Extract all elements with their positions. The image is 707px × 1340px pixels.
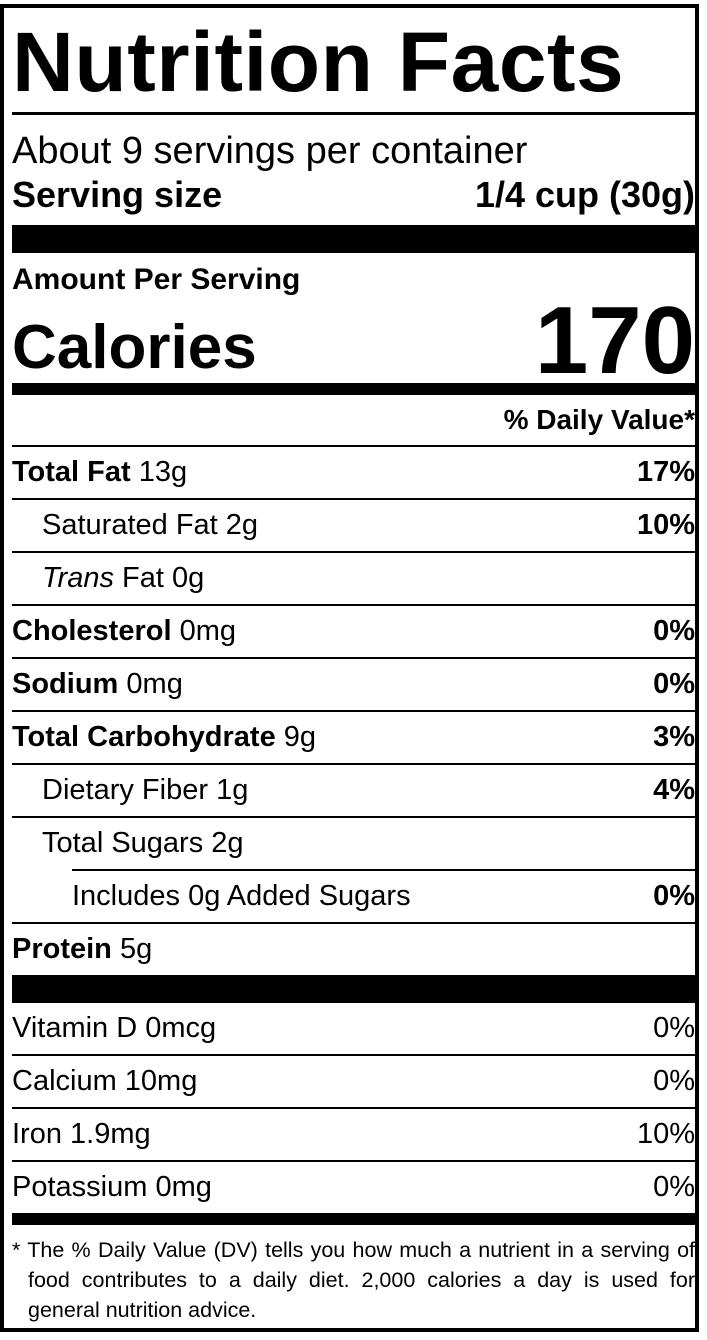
nutrient-amount: 2g xyxy=(211,827,244,859)
divider xyxy=(12,922,695,924)
nutrient-amount: 1g xyxy=(216,774,249,806)
nutrient-amount: 5g xyxy=(119,933,153,965)
mineral-row-potassium: Potassium 0mg 0% xyxy=(12,1162,695,1213)
servings-per-container: About 9 servings per container xyxy=(12,130,528,172)
nutrient-row-sodium: Sodium 0mg 0% xyxy=(12,659,695,710)
nutrient-dv: 10% xyxy=(636,509,695,541)
nutrient-dv: 0% xyxy=(653,668,695,700)
divider xyxy=(12,1160,695,1162)
nutrient-dv: 3% xyxy=(653,721,695,753)
nutrient-row-added-sugars: Includes 0g Added Sugars 0% xyxy=(12,871,695,922)
mineral-name: Vitamin D 0mcg xyxy=(12,1012,217,1044)
calories-row: Calories 170 xyxy=(12,289,695,389)
divider xyxy=(12,498,695,500)
medium-divider xyxy=(12,383,695,395)
divider xyxy=(12,1107,695,1109)
nutrient-name: Total Sugars xyxy=(42,827,204,859)
footnote: * The % Daily Value (DV) tells you how m… xyxy=(12,1238,695,1322)
nutrient-name: Sodium xyxy=(12,668,119,700)
nutrient-row-protein: Protein 5g xyxy=(12,924,695,975)
nutrient-amount: 0g xyxy=(172,562,205,594)
serving-size-label: Serving size xyxy=(12,174,223,215)
nutrient-amount: 0mg xyxy=(179,615,237,647)
divider xyxy=(12,445,695,447)
nutrient-name: Total Fat xyxy=(12,456,131,488)
nutrient-row-saturated-fat: Saturated Fat 2g 10% xyxy=(12,500,695,551)
mineral-dv: 0% xyxy=(653,1012,695,1044)
nutrient-row-dietary-fiber: Dietary Fiber 1g 4% xyxy=(12,765,695,816)
mineral-name: Potassium 0mg xyxy=(12,1171,212,1203)
mineral-dv: 0% xyxy=(653,1171,695,1203)
serving-size-row: Serving size 1/4 cup (30g) xyxy=(12,173,695,217)
nutrient-name: Includes 0g Added Sugars xyxy=(72,880,411,912)
calories-value: 170 xyxy=(534,287,695,394)
nutrient-amount: 9g xyxy=(283,721,317,753)
nutrient-name: Saturated Fat xyxy=(42,509,218,541)
thick-divider xyxy=(12,225,695,253)
divider xyxy=(12,1054,695,1056)
nutrient-amount: 0mg xyxy=(126,668,183,700)
label-title: Nutrition Facts xyxy=(12,15,625,109)
nutrient-name: Protein xyxy=(12,933,112,965)
calories-label: Calories xyxy=(12,313,257,382)
nutrient-row-total-fat: Total Fat 13g 17% xyxy=(12,447,695,498)
nutrient-name-italic: Trans xyxy=(42,562,114,594)
divider xyxy=(12,657,695,659)
divider xyxy=(12,763,695,765)
nutrient-row-trans-fat: Trans Fat 0g xyxy=(12,553,695,604)
nutrient-name: Total Carbohydrate xyxy=(12,721,276,753)
nutrient-row-cholesterol: Cholesterol 0mg 0% xyxy=(12,606,695,657)
divider xyxy=(12,112,695,115)
mineral-row-calcium: Calcium 10mg 0% xyxy=(12,1056,695,1107)
nutrient-name: Dietary Fiber xyxy=(42,774,208,806)
nutrient-row-total-sugars: Total Sugars 2g xyxy=(12,818,695,869)
nutrient-dv: 0% xyxy=(653,880,695,912)
divider xyxy=(12,816,695,818)
nutrient-amount: 13g xyxy=(138,456,188,488)
medium-divider xyxy=(12,1213,695,1225)
mineral-row-iron: Iron 1.9mg 10% xyxy=(12,1109,695,1160)
mineral-name: Calcium 10mg xyxy=(12,1065,198,1097)
serving-size-value: 1/4 cup (30g) xyxy=(474,174,695,215)
nutrient-dv: 17% xyxy=(636,456,695,488)
thick-divider xyxy=(12,975,695,1003)
divider xyxy=(12,710,695,712)
mineral-name: Iron 1.9mg xyxy=(12,1118,151,1150)
divider xyxy=(12,604,695,606)
daily-value-header: % Daily Value* xyxy=(503,404,695,435)
mineral-dv: 10% xyxy=(636,1118,695,1150)
divider xyxy=(72,869,695,871)
amount-per-serving: Amount Per Serving xyxy=(12,263,301,296)
nutrition-facts-label: Nutrition Facts About 9 servings per con… xyxy=(0,4,699,1332)
mineral-row-vitamin-d: Vitamin D 0mcg 0% xyxy=(12,1003,695,1054)
nutrient-row-total-carbohydrate: Total Carbohydrate 9g 3% xyxy=(12,712,695,763)
mineral-dv: 0% xyxy=(653,1065,695,1097)
nutrient-dv: 4% xyxy=(653,774,695,806)
nutrient-amount: 2g xyxy=(225,509,259,541)
nutrient-name: Cholesterol xyxy=(12,615,172,647)
divider xyxy=(12,551,695,553)
nutrient-name: Fat xyxy=(122,562,164,594)
nutrient-dv: 0% xyxy=(653,615,695,647)
